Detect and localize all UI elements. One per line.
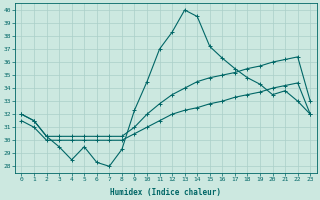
- X-axis label: Humidex (Indice chaleur): Humidex (Indice chaleur): [110, 188, 221, 197]
